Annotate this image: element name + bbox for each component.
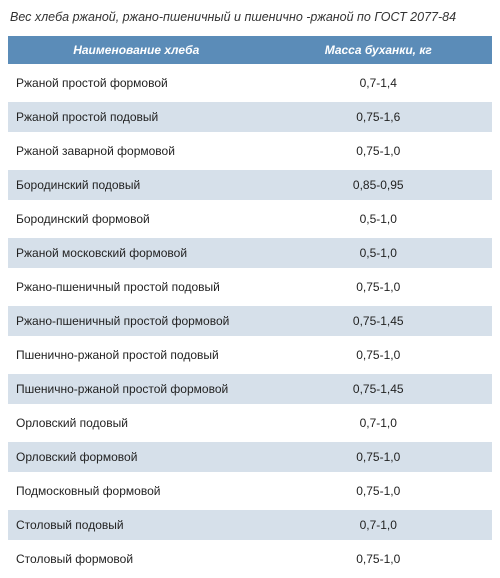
table-row: Ржаной заварной формовой0,75-1,0: [8, 136, 492, 166]
table-row: Пшенично-ржаной простой формовой0,75-1,4…: [8, 374, 492, 404]
table-row: Столовый формовой0,75-1,0: [8, 544, 492, 574]
table-row: Орловский подовый0,7-1,0: [8, 408, 492, 438]
cell-name: Пшенично-ржаной простой подовый: [8, 340, 265, 370]
cell-name: Бородинский подовый: [8, 170, 265, 200]
cell-name: Ржаной простой подовый: [8, 102, 265, 132]
col-header-mass: Масса буханки, кг: [265, 36, 492, 64]
cell-mass: 0,7-1,0: [265, 510, 492, 540]
cell-mass: 0,75-1,0: [265, 442, 492, 472]
table-row: Бородинский формовой0,5-1,0: [8, 204, 492, 234]
cell-name: Столовый подовый: [8, 510, 265, 540]
table-row: Подмосковный формовой0,75-1,0: [8, 476, 492, 506]
cell-mass: 0,75-1,0: [265, 544, 492, 574]
table-row: Бородинский подовый0,85-0,95: [8, 170, 492, 200]
cell-name: Ржаной простой формовой: [8, 68, 265, 98]
cell-mass: 0,7-1,0: [265, 408, 492, 438]
cell-name: Ржано-пшеничный простой подовый: [8, 272, 265, 302]
cell-name: Орловский формовой: [8, 442, 265, 472]
cell-mass: 0,75-1,45: [265, 374, 492, 404]
cell-mass: 0,85-0,95: [265, 170, 492, 200]
bread-weight-table: Наименование хлеба Масса буханки, кг Ржа…: [8, 32, 492, 578]
table-row: Ржано-пшеничный простой подовый0,75-1,0: [8, 272, 492, 302]
table-row: Пшенично-ржаной простой подовый0,75-1,0: [8, 340, 492, 370]
table-row: Орловский формовой0,75-1,0: [8, 442, 492, 472]
table-row: Ржаной московский формовой0,5-1,0: [8, 238, 492, 268]
cell-name: Орловский подовый: [8, 408, 265, 438]
table-row: Ржаной простой подовый0,75-1,6: [8, 102, 492, 132]
cell-mass: 0,75-1,0: [265, 340, 492, 370]
cell-name: Столовый формовой: [8, 544, 265, 574]
cell-name: Ржано-пшеничный простой формовой: [8, 306, 265, 336]
table-header-row: Наименование хлеба Масса буханки, кг: [8, 36, 492, 64]
cell-name: Ржаной заварной формовой: [8, 136, 265, 166]
cell-mass: 0,75-1,6: [265, 102, 492, 132]
col-header-name: Наименование хлеба: [8, 36, 265, 64]
cell-mass: 0,75-1,0: [265, 136, 492, 166]
cell-mass: 0,7-1,4: [265, 68, 492, 98]
cell-name: Пшенично-ржаной простой формовой: [8, 374, 265, 404]
cell-name: Ржаной московский формовой: [8, 238, 265, 268]
table-row: Ржано-пшеничный простой формовой0,75-1,4…: [8, 306, 492, 336]
table-row: Ржаной простой формовой0,7-1,4: [8, 68, 492, 98]
cell-mass: 0,75-1,45: [265, 306, 492, 336]
cell-name: Бородинский формовой: [8, 204, 265, 234]
page-title: Вес хлеба ржаной, ржано-пшеничный и пшен…: [8, 10, 492, 32]
cell-mass: 0,5-1,0: [265, 238, 492, 268]
page-root: Вес хлеба ржаной, ржано-пшеничный и пшен…: [0, 0, 500, 578]
cell-mass: 0,75-1,0: [265, 272, 492, 302]
cell-mass: 0,5-1,0: [265, 204, 492, 234]
cell-name: Подмосковный формовой: [8, 476, 265, 506]
table-row: Столовый подовый0,7-1,0: [8, 510, 492, 540]
cell-mass: 0,75-1,0: [265, 476, 492, 506]
